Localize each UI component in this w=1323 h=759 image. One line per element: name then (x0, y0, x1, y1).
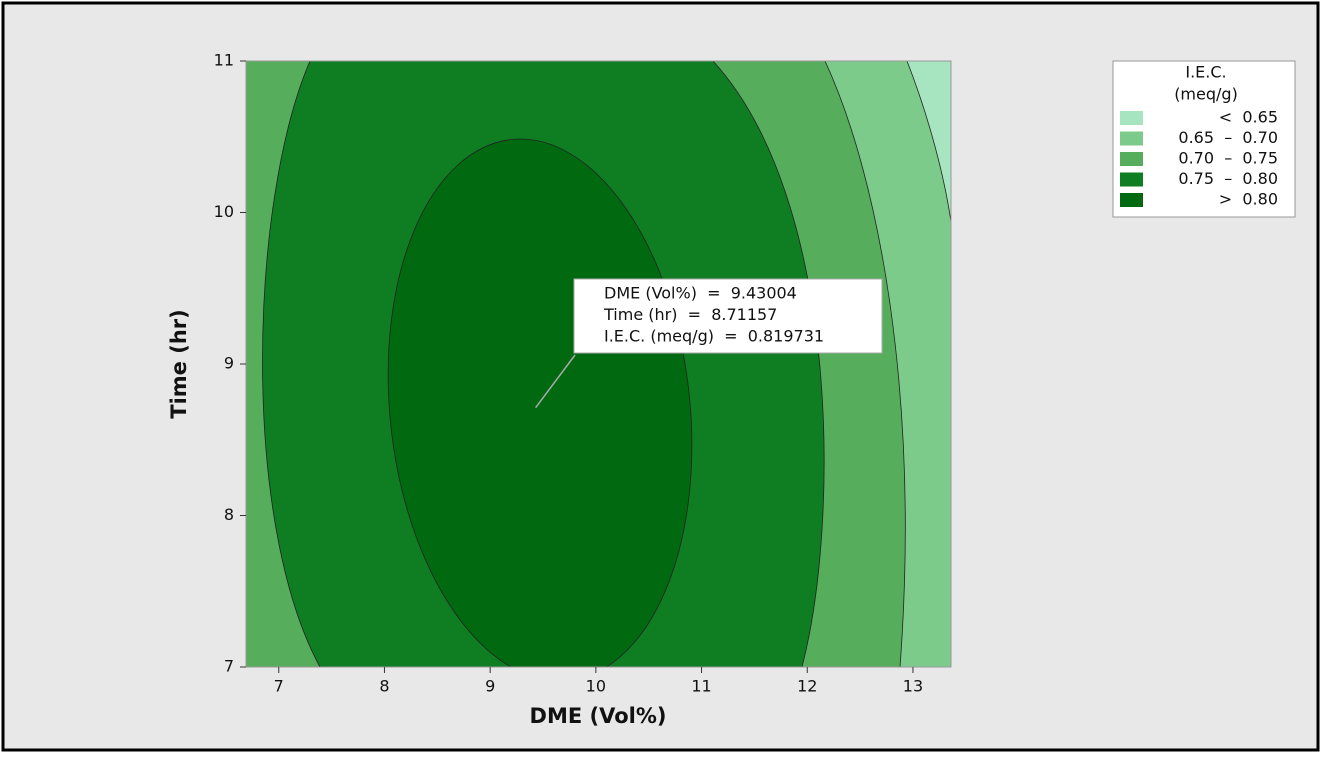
y-tick-label: 9 (224, 354, 234, 373)
y-tick-label: 7 (224, 657, 234, 676)
annotation-text: DME (Vol%) = 9.43004 (604, 284, 797, 303)
annotation-text: Time (hr) = 8.71157 (603, 305, 777, 324)
legend-title: I.E.C. (1185, 63, 1226, 82)
contour-band (387, 138, 693, 667)
x-tick-label: 12 (797, 677, 817, 696)
contour-band (906, 61, 951, 223)
x-tick-label: 13 (903, 677, 923, 696)
annotation-box (573, 278, 883, 354)
legend-swatch (1120, 131, 1143, 146)
legend-swatch (1120, 193, 1143, 207)
legend (1112, 60, 1296, 218)
legend-label: > 0.80 (1219, 190, 1278, 209)
x-tick-label: 10 (586, 677, 606, 696)
annotation-text: I.E.C. (meq/g) = 0.819731 (604, 327, 824, 346)
contour-band (824, 61, 951, 667)
x-tick-label: 11 (691, 677, 711, 696)
y-axis-label: Time (hr) (167, 309, 191, 418)
x-tick-label: 9 (485, 677, 495, 696)
y-tick-label: 10 (214, 202, 234, 221)
y-tick-label: 11 (214, 51, 234, 70)
legend-label: 0.65 – 0.70 (1178, 128, 1278, 147)
legend-title: (meq/g) (1174, 85, 1238, 104)
x-tick-label: 8 (379, 677, 389, 696)
x-axis-label: DME (Vol%) (530, 704, 667, 728)
legend-label: 0.75 – 0.80 (1178, 169, 1278, 188)
x-tick-label: 7 (274, 677, 284, 696)
legend-swatch (1120, 111, 1143, 125)
legend-swatch (1120, 152, 1143, 166)
legend-label: 0.70 – 0.75 (1178, 149, 1278, 168)
annotation-leader (535, 354, 576, 409)
legend-swatch (1120, 172, 1143, 187)
y-tick-label: 8 (224, 505, 234, 524)
legend-label: < 0.65 (1219, 108, 1278, 127)
